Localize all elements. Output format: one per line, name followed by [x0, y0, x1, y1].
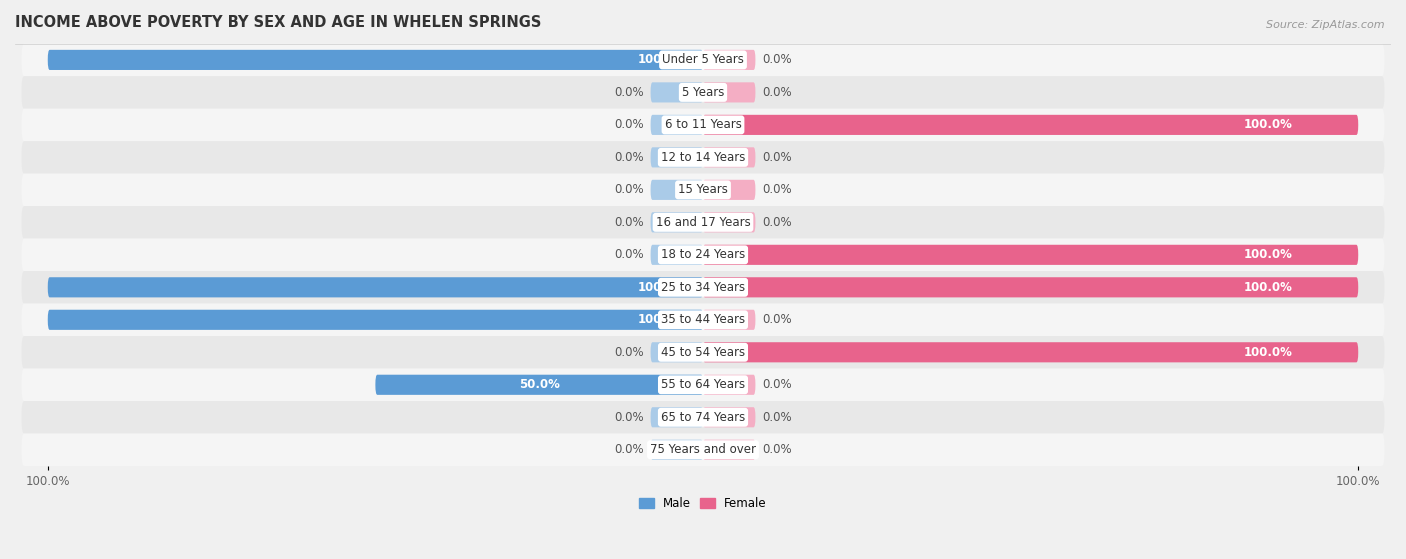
FancyBboxPatch shape: [21, 304, 1385, 336]
FancyBboxPatch shape: [21, 76, 1385, 108]
FancyBboxPatch shape: [703, 82, 755, 102]
Text: 0.0%: 0.0%: [614, 346, 644, 359]
FancyBboxPatch shape: [703, 342, 1358, 362]
Text: Under 5 Years: Under 5 Years: [662, 54, 744, 67]
FancyBboxPatch shape: [21, 434, 1385, 466]
FancyBboxPatch shape: [703, 310, 755, 330]
Text: 6 to 11 Years: 6 to 11 Years: [665, 119, 741, 131]
FancyBboxPatch shape: [651, 180, 703, 200]
Text: 0.0%: 0.0%: [614, 248, 644, 261]
FancyBboxPatch shape: [21, 108, 1385, 141]
Text: 65 to 74 Years: 65 to 74 Years: [661, 411, 745, 424]
FancyBboxPatch shape: [21, 271, 1385, 304]
FancyBboxPatch shape: [651, 148, 703, 168]
FancyBboxPatch shape: [703, 212, 755, 233]
Text: 100.0%: 100.0%: [1244, 248, 1292, 261]
FancyBboxPatch shape: [21, 239, 1385, 271]
Text: 0.0%: 0.0%: [762, 378, 792, 391]
FancyBboxPatch shape: [651, 407, 703, 427]
FancyBboxPatch shape: [703, 277, 1358, 297]
Text: 12 to 14 Years: 12 to 14 Years: [661, 151, 745, 164]
Text: 100.0%: 100.0%: [1244, 119, 1292, 131]
Text: 0.0%: 0.0%: [762, 216, 792, 229]
Text: 0.0%: 0.0%: [762, 313, 792, 326]
FancyBboxPatch shape: [651, 82, 703, 102]
FancyBboxPatch shape: [703, 50, 755, 70]
Text: INCOME ABOVE POVERTY BY SEX AND AGE IN WHELEN SPRINGS: INCOME ABOVE POVERTY BY SEX AND AGE IN W…: [15, 15, 541, 30]
FancyBboxPatch shape: [651, 440, 703, 460]
FancyBboxPatch shape: [48, 277, 703, 297]
Text: 35 to 44 Years: 35 to 44 Years: [661, 313, 745, 326]
FancyBboxPatch shape: [21, 368, 1385, 401]
Text: 50.0%: 50.0%: [519, 378, 560, 391]
Text: 100.0%: 100.0%: [637, 281, 686, 294]
Text: 0.0%: 0.0%: [762, 443, 792, 456]
Text: 45 to 54 Years: 45 to 54 Years: [661, 346, 745, 359]
FancyBboxPatch shape: [21, 206, 1385, 239]
FancyBboxPatch shape: [703, 407, 755, 427]
Text: 0.0%: 0.0%: [762, 411, 792, 424]
FancyBboxPatch shape: [651, 115, 703, 135]
Text: 0.0%: 0.0%: [614, 183, 644, 196]
Text: 0.0%: 0.0%: [762, 151, 792, 164]
FancyBboxPatch shape: [703, 148, 755, 168]
FancyBboxPatch shape: [703, 115, 1358, 135]
Text: 100.0%: 100.0%: [1244, 346, 1292, 359]
Text: 0.0%: 0.0%: [762, 86, 792, 99]
Text: 0.0%: 0.0%: [762, 183, 792, 196]
FancyBboxPatch shape: [48, 310, 703, 330]
Text: 100.0%: 100.0%: [637, 54, 686, 67]
Text: 25 to 34 Years: 25 to 34 Years: [661, 281, 745, 294]
Text: 0.0%: 0.0%: [614, 443, 644, 456]
Text: 0.0%: 0.0%: [762, 54, 792, 67]
Text: 100.0%: 100.0%: [1244, 281, 1292, 294]
FancyBboxPatch shape: [703, 180, 755, 200]
FancyBboxPatch shape: [21, 44, 1385, 76]
FancyBboxPatch shape: [21, 141, 1385, 174]
Text: 0.0%: 0.0%: [614, 411, 644, 424]
Text: 55 to 64 Years: 55 to 64 Years: [661, 378, 745, 391]
Text: 15 Years: 15 Years: [678, 183, 728, 196]
Legend: Male, Female: Male, Female: [634, 492, 772, 515]
FancyBboxPatch shape: [48, 50, 703, 70]
FancyBboxPatch shape: [21, 174, 1385, 206]
Text: 0.0%: 0.0%: [614, 119, 644, 131]
FancyBboxPatch shape: [703, 375, 755, 395]
Text: Source: ZipAtlas.com: Source: ZipAtlas.com: [1267, 20, 1385, 30]
FancyBboxPatch shape: [21, 401, 1385, 434]
Text: 5 Years: 5 Years: [682, 86, 724, 99]
FancyBboxPatch shape: [21, 336, 1385, 368]
FancyBboxPatch shape: [375, 375, 703, 395]
Text: 18 to 24 Years: 18 to 24 Years: [661, 248, 745, 261]
Text: 16 and 17 Years: 16 and 17 Years: [655, 216, 751, 229]
Text: 100.0%: 100.0%: [637, 313, 686, 326]
Text: 0.0%: 0.0%: [614, 86, 644, 99]
FancyBboxPatch shape: [651, 245, 703, 265]
FancyBboxPatch shape: [703, 440, 755, 460]
FancyBboxPatch shape: [651, 212, 703, 233]
Text: 0.0%: 0.0%: [614, 216, 644, 229]
FancyBboxPatch shape: [703, 245, 1358, 265]
Text: 75 Years and over: 75 Years and over: [650, 443, 756, 456]
FancyBboxPatch shape: [651, 342, 703, 362]
Text: 0.0%: 0.0%: [614, 151, 644, 164]
